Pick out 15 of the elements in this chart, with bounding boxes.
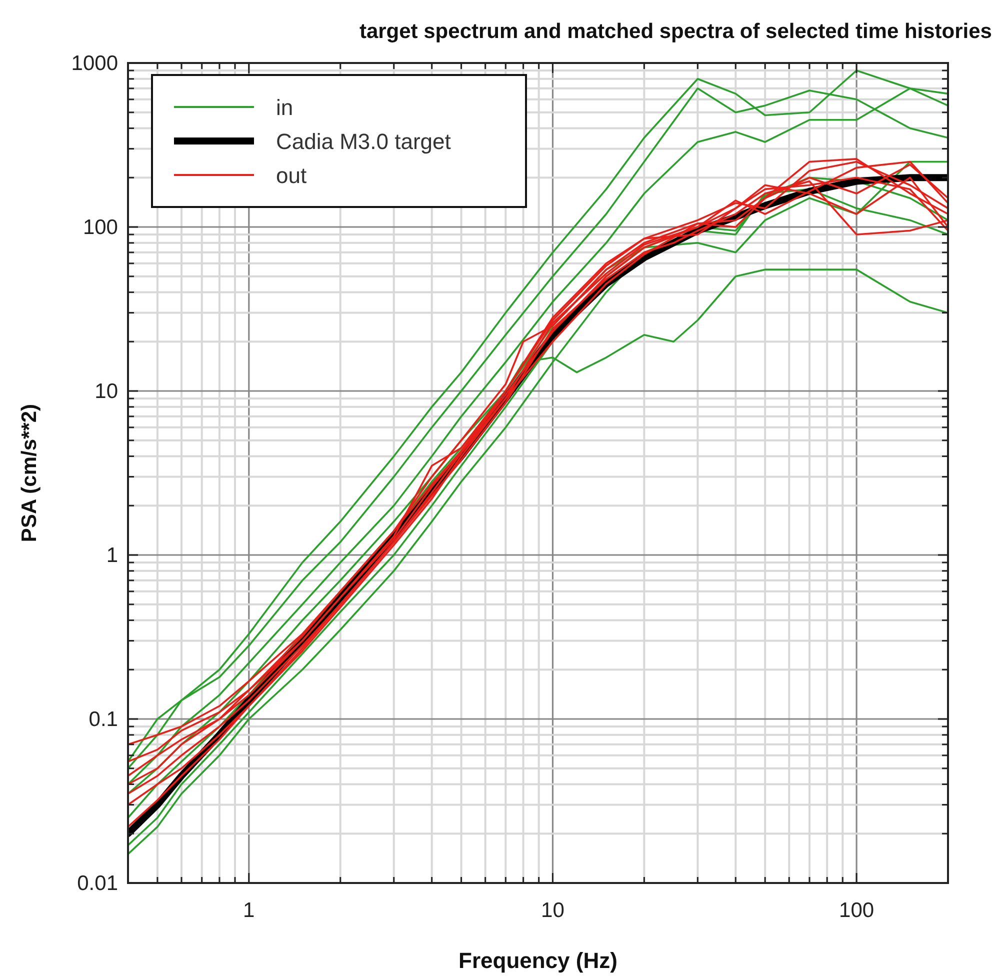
- y-tick-label: 1000: [71, 52, 118, 75]
- legend-label: Cadia M3.0 target: [276, 129, 451, 154]
- legend-label: in: [276, 95, 294, 120]
- y-tick-label: 100: [82, 216, 118, 239]
- y-tick-label: 1: [106, 544, 118, 567]
- x-axis-title: Frequency (Hz): [458, 948, 618, 973]
- legend-label: out: [276, 163, 307, 188]
- x-tick-label: 100: [839, 899, 874, 922]
- chart-title: target spectrum and matched spectra of selected time histories: [359, 20, 992, 43]
- x-tick-label: 1: [243, 899, 255, 922]
- x-tick-label: 10: [541, 899, 564, 922]
- y-axis-title: PSA (cm/s**2): [18, 404, 41, 542]
- y-tick-label: 0.1: [88, 708, 118, 731]
- y-tick-label: 10: [94, 380, 118, 403]
- y-tick-label: 0.01: [77, 872, 118, 895]
